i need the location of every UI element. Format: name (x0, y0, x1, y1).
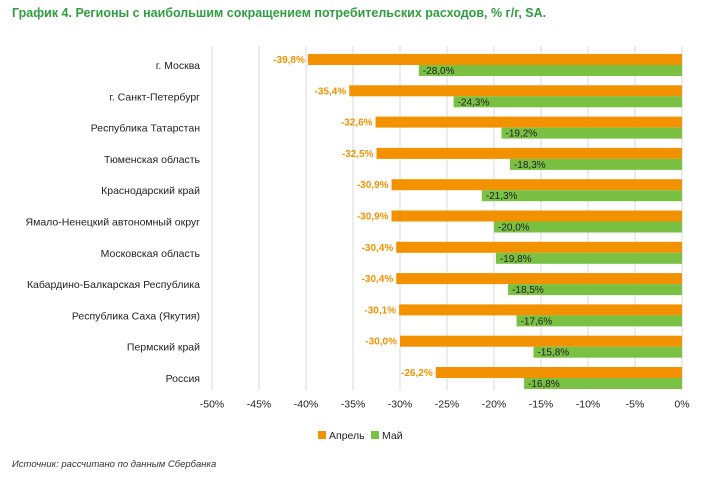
bar-chart: -50% -45% -40% -35% -30% -25% -20% -15% -10% -5% 0… (26, 46, 690, 442)
x-tick-label: -40% (294, 398, 319, 410)
bar-may (524, 378, 682, 389)
category-label: Тюменская область (104, 154, 200, 166)
data-label-april: -30,0% (365, 337, 397, 348)
data-label-april: -35,4% (315, 86, 347, 97)
data-label-april: -32,6% (341, 118, 373, 129)
data-label-may: -17,6% (521, 316, 553, 327)
x-tick-label: -15% (529, 398, 554, 410)
data-label-may: -21,3% (486, 191, 518, 202)
x-tick-label: -25% (435, 398, 460, 410)
category-label: г. Санкт-Петербург (109, 91, 200, 103)
bars (307, 54, 682, 389)
bar-may (481, 190, 682, 202)
bar-april (375, 116, 682, 128)
source-note: Источник: рассчитано по данным Сбербанка (12, 459, 217, 470)
category-label: Республика Татарстан (91, 123, 201, 135)
data-label-april: -30,4% (362, 243, 394, 254)
data-label-may: -18,3% (514, 160, 546, 171)
x-tick-label: -5% (626, 398, 645, 410)
bar-may (533, 346, 682, 358)
legend-swatch-april (318, 431, 326, 439)
category-label: Ямало-Ненецкий автономный округ (26, 217, 201, 229)
bar-may (516, 315, 682, 327)
x-tick-label: 0% (674, 398, 689, 410)
data-label-april: -32,5% (342, 149, 374, 160)
bar-april (399, 304, 682, 316)
category-label: Россия (166, 373, 200, 385)
bar-may (501, 127, 682, 139)
bar-april (400, 335, 682, 347)
category-label: Московская область (101, 248, 201, 260)
bar-may (453, 96, 682, 108)
data-label-may: -19,2% (506, 129, 538, 140)
bar-april (376, 147, 682, 159)
legend: Апрель Май (318, 430, 403, 442)
bar-april (396, 241, 682, 253)
x-tick-label: -10% (576, 398, 601, 410)
category-label: Республика Саха (Якутия) (72, 310, 200, 322)
data-label-april: -30,1% (364, 305, 396, 316)
data-label-april: -26,2% (401, 368, 433, 379)
x-tick-label: -50% (200, 398, 225, 410)
chart-title: График 4. Регионы с наибольшим сокращени… (12, 6, 547, 20)
category-label: Пермский край (127, 342, 200, 354)
category-label: г. Москва (156, 60, 200, 72)
bar-april (435, 367, 682, 378)
data-label-april: -30,9% (357, 180, 389, 191)
data-label-april: -39,8% (273, 55, 305, 66)
bar-may (418, 65, 682, 76)
data-label-may: -16,8% (528, 379, 560, 390)
legend-label-may: Май (382, 430, 403, 442)
bar-april (307, 54, 682, 65)
bar-may (495, 252, 682, 264)
labels: -50% -45% -40% -35% -30% -25% -20% -15% -10% -5% 0… (26, 55, 690, 410)
data-label-may: -20,0% (498, 223, 530, 234)
x-tick-label: -20% (482, 398, 507, 410)
bar-may (508, 284, 682, 296)
x-tick-label: -35% (341, 398, 366, 410)
category-label: Краснодарский край (101, 185, 200, 197)
bar-may (509, 158, 682, 170)
data-label-may: -15,8% (537, 348, 569, 359)
x-tick-label: -45% (247, 398, 272, 410)
bar-may (494, 221, 682, 233)
bar-april (391, 179, 682, 191)
bar-april (396, 273, 682, 285)
bar-april (391, 210, 682, 222)
x-tick-label: -30% (388, 398, 413, 410)
category-label: Кабардино-Балкарская Республика (27, 279, 200, 291)
data-label-may: -28,0% (423, 66, 455, 77)
data-label-may: -18,5% (512, 285, 544, 296)
legend-swatch-may (371, 431, 379, 439)
data-label-may: -24,3% (458, 97, 490, 108)
bar-april (349, 85, 682, 97)
data-label-april: -30,9% (357, 212, 389, 223)
data-label-may: -19,8% (500, 254, 532, 265)
legend-label-april: Апрель (329, 430, 365, 442)
data-label-april: -30,4% (362, 274, 394, 285)
